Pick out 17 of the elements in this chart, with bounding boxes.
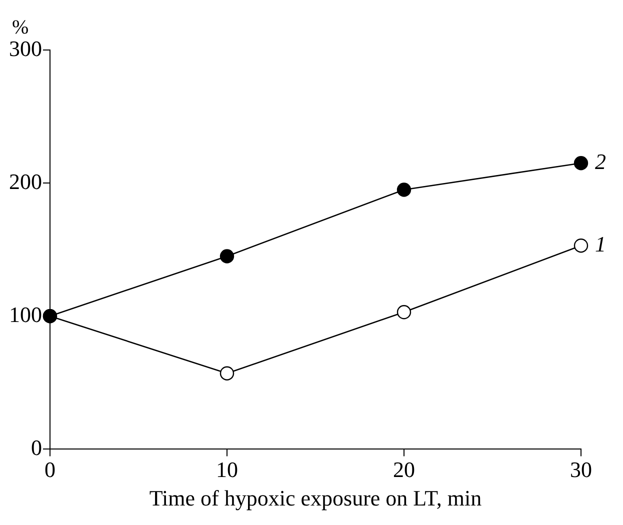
x-tick-label: 30: [570, 457, 592, 482]
point: [396, 305, 412, 320]
point: [574, 238, 588, 253]
y-tick-label: 100: [9, 302, 42, 327]
y-tick-label: 300: [9, 36, 42, 61]
x-tick-label: 10: [216, 457, 238, 482]
x-axis-title: Time of hypoxic exposure on LT, min: [149, 486, 482, 511]
series-label: 1: [595, 231, 606, 256]
series-label: 2: [595, 148, 606, 174]
point: [220, 366, 234, 380]
y-tick-label: 0: [31, 434, 42, 460]
point: [396, 182, 412, 197]
point: [574, 156, 588, 170]
y-tick-label: 200: [9, 168, 42, 194]
point: [220, 249, 234, 264]
x-tick-label: 20: [393, 457, 415, 482]
y-axis-title: %: [12, 16, 29, 38]
